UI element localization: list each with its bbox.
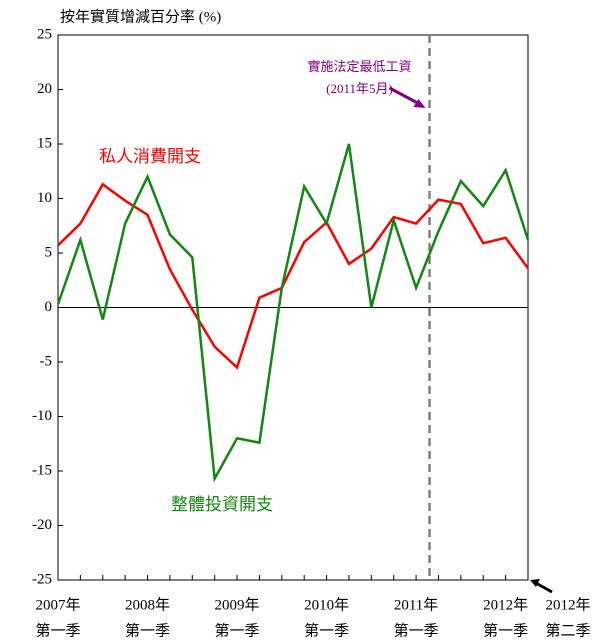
annotation-head (413, 99, 426, 108)
x-tick-label: 2008年 (125, 596, 170, 613)
series-label: 整體投資開支 (171, 495, 273, 514)
y-tick-label: -25 (32, 571, 52, 587)
y-tick-label: 15 (37, 135, 52, 151)
y-tick-label: 10 (37, 190, 52, 206)
pointer-head (530, 579, 540, 587)
x-tick-label: 2010年 (304, 596, 349, 613)
x-tick-label: 第一季 (483, 621, 528, 639)
annotation-text: 實施法定最低工資 (308, 59, 412, 74)
annotation-arrow (388, 86, 421, 106)
x-tick-label: 2012年 (483, 596, 528, 613)
x-tick-label: 2009年 (215, 596, 260, 613)
x-tick-label: 第一季 (304, 621, 349, 639)
y-tick-label: -5 (40, 353, 53, 369)
x-tick-label: 2007年 (35, 596, 80, 613)
x-tick-label: 2011年 (394, 596, 438, 613)
y-tick-label: -10 (32, 408, 52, 424)
y-tick-label: 25 (37, 26, 52, 42)
annotation-text: (2011年5月) (326, 81, 393, 96)
y-tick-label: 5 (45, 244, 53, 260)
series-line (56, 143, 530, 483)
chart-title: 按年實質增減百分率 (%) (60, 7, 221, 25)
y-tick-label: 20 (37, 81, 52, 97)
x-tick-label: 2012年 (545, 596, 590, 613)
x-tick-label: 第一季 (394, 621, 439, 639)
y-tick-label: -15 (32, 462, 52, 478)
y-tick-label: -20 (32, 517, 52, 533)
x-tick-label: 第二季 (545, 621, 590, 639)
series-line (57, 182, 530, 370)
x-tick-label: 第一季 (125, 621, 170, 639)
x-tick-label: 第一季 (35, 621, 80, 639)
x-tick-label: 第一季 (215, 621, 260, 639)
y-tick-label: 0 (45, 299, 53, 315)
series-label: 私人消費開支 (99, 147, 201, 166)
